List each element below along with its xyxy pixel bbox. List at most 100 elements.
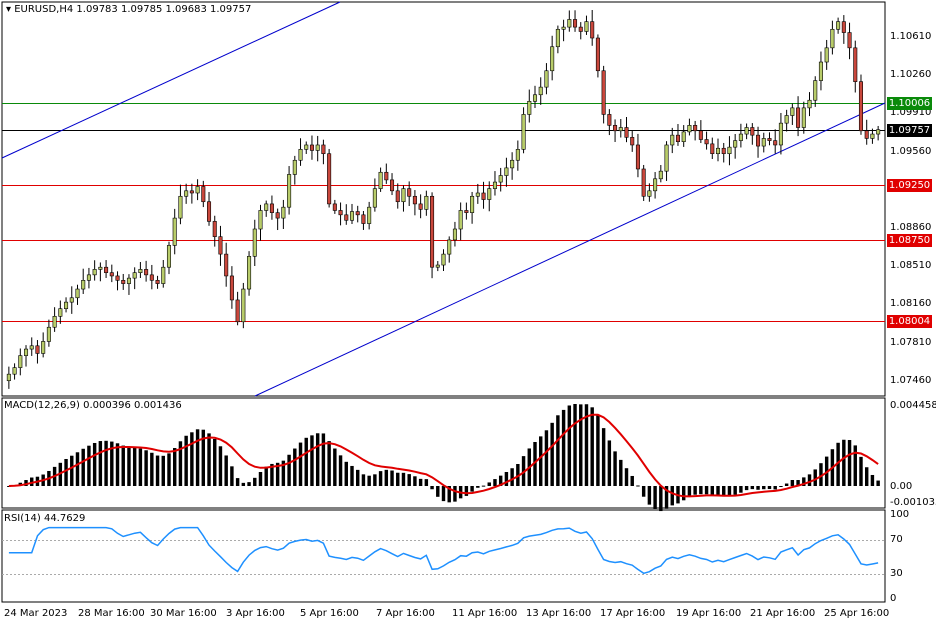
price-panel-frame xyxy=(1,1,886,397)
candle-body xyxy=(635,144,640,170)
candle-body xyxy=(121,280,126,284)
candle-body xyxy=(287,174,292,208)
candle-body xyxy=(796,107,801,128)
candle-body xyxy=(601,70,606,115)
macd-bar xyxy=(270,463,274,486)
macd-bar xyxy=(401,472,406,486)
candle-body xyxy=(24,348,29,356)
dropdown-arrow-icon[interactable]: ▾ xyxy=(6,4,12,15)
macd-bar xyxy=(321,433,326,486)
candle-body xyxy=(201,186,206,203)
macd-bar xyxy=(533,441,537,486)
macd-bar xyxy=(247,482,251,486)
macd-bar xyxy=(453,486,457,502)
candle-body xyxy=(830,28,835,49)
macd-bar xyxy=(767,486,772,490)
macd-bar xyxy=(424,479,429,486)
candle-body xyxy=(395,190,400,203)
candle-body xyxy=(750,127,755,136)
candle-body xyxy=(590,21,595,39)
candle-body xyxy=(92,269,97,276)
macd-bar xyxy=(132,447,137,486)
candle-body xyxy=(41,341,46,354)
price-axis-label: 1.09560 xyxy=(890,145,932,157)
candle-body xyxy=(241,288,246,323)
macd-bar xyxy=(396,472,400,486)
candle-body xyxy=(281,206,286,219)
candle-body xyxy=(355,211,360,216)
macd-bar xyxy=(807,474,812,486)
macd-bar xyxy=(859,456,863,486)
price-level-tag: 1.08004 xyxy=(887,315,932,329)
time-axis-label: 19 Apr 16:00 xyxy=(676,608,742,619)
candle-body xyxy=(761,138,766,147)
candle-body xyxy=(418,203,423,210)
candle-body xyxy=(767,138,772,141)
macd-bar xyxy=(573,404,577,486)
macd-bar xyxy=(436,486,440,497)
macd-bar xyxy=(836,442,840,486)
macd-bar xyxy=(87,445,91,486)
macd-bar xyxy=(110,441,114,486)
candle-body xyxy=(12,367,17,375)
price-axis-label: 1.08510 xyxy=(890,260,932,272)
candle-body xyxy=(378,171,383,189)
macd-bar xyxy=(315,433,320,486)
candle-body xyxy=(178,195,183,219)
candle-body xyxy=(195,186,200,194)
candle-body xyxy=(86,274,91,281)
candle-body xyxy=(441,253,446,266)
macd-bar xyxy=(293,448,297,486)
macd-bar xyxy=(550,422,554,486)
candle-body xyxy=(452,228,457,241)
candle-body xyxy=(412,195,417,205)
macd-bar xyxy=(378,471,383,486)
macd-bar xyxy=(487,482,491,486)
price-axis-label: 1.10260 xyxy=(890,69,932,81)
candle-body xyxy=(407,188,412,197)
candle-body xyxy=(298,149,303,161)
macd-bar xyxy=(155,455,160,486)
macd-bar xyxy=(664,486,669,509)
macd-bar xyxy=(681,486,686,501)
macd-bar xyxy=(790,480,795,486)
candle-body xyxy=(207,201,212,222)
macd-bar xyxy=(167,453,171,486)
candle-body xyxy=(876,129,881,135)
candle-body xyxy=(46,326,51,342)
candle-body xyxy=(618,127,623,132)
macd-bar xyxy=(275,462,280,486)
candle-body xyxy=(401,188,406,203)
macd-bar xyxy=(258,471,263,486)
candle-body xyxy=(69,297,74,303)
candle-body xyxy=(481,192,486,200)
macd-bar xyxy=(727,486,732,497)
candle-body xyxy=(144,269,149,276)
macd-bar xyxy=(847,440,852,486)
candle-body xyxy=(155,280,160,284)
candle-body xyxy=(550,46,555,72)
macd-bar xyxy=(744,486,749,491)
macd-bar xyxy=(493,479,497,486)
macd-bar xyxy=(641,486,646,497)
candle-body xyxy=(721,147,726,155)
macd-bar xyxy=(287,454,291,486)
candle-body xyxy=(573,19,578,28)
candle-body xyxy=(218,236,223,255)
macd-bar xyxy=(98,441,103,486)
price-level-tag: 1.09250 xyxy=(887,179,932,193)
symbol-label: EURUSD,H4 xyxy=(14,4,74,15)
candle-body xyxy=(321,144,326,155)
candle-body xyxy=(384,171,389,181)
macd-bar xyxy=(498,475,503,486)
candle-body xyxy=(372,188,377,208)
candle-body xyxy=(624,127,629,138)
macd-bar xyxy=(298,442,303,486)
candle-body xyxy=(853,47,858,82)
macd-bar xyxy=(430,486,434,490)
time-axis-label: 24 Mar 2023 xyxy=(4,608,68,619)
macd-bar xyxy=(150,452,154,486)
macd-bar xyxy=(190,432,194,486)
macd-bar xyxy=(539,436,543,486)
